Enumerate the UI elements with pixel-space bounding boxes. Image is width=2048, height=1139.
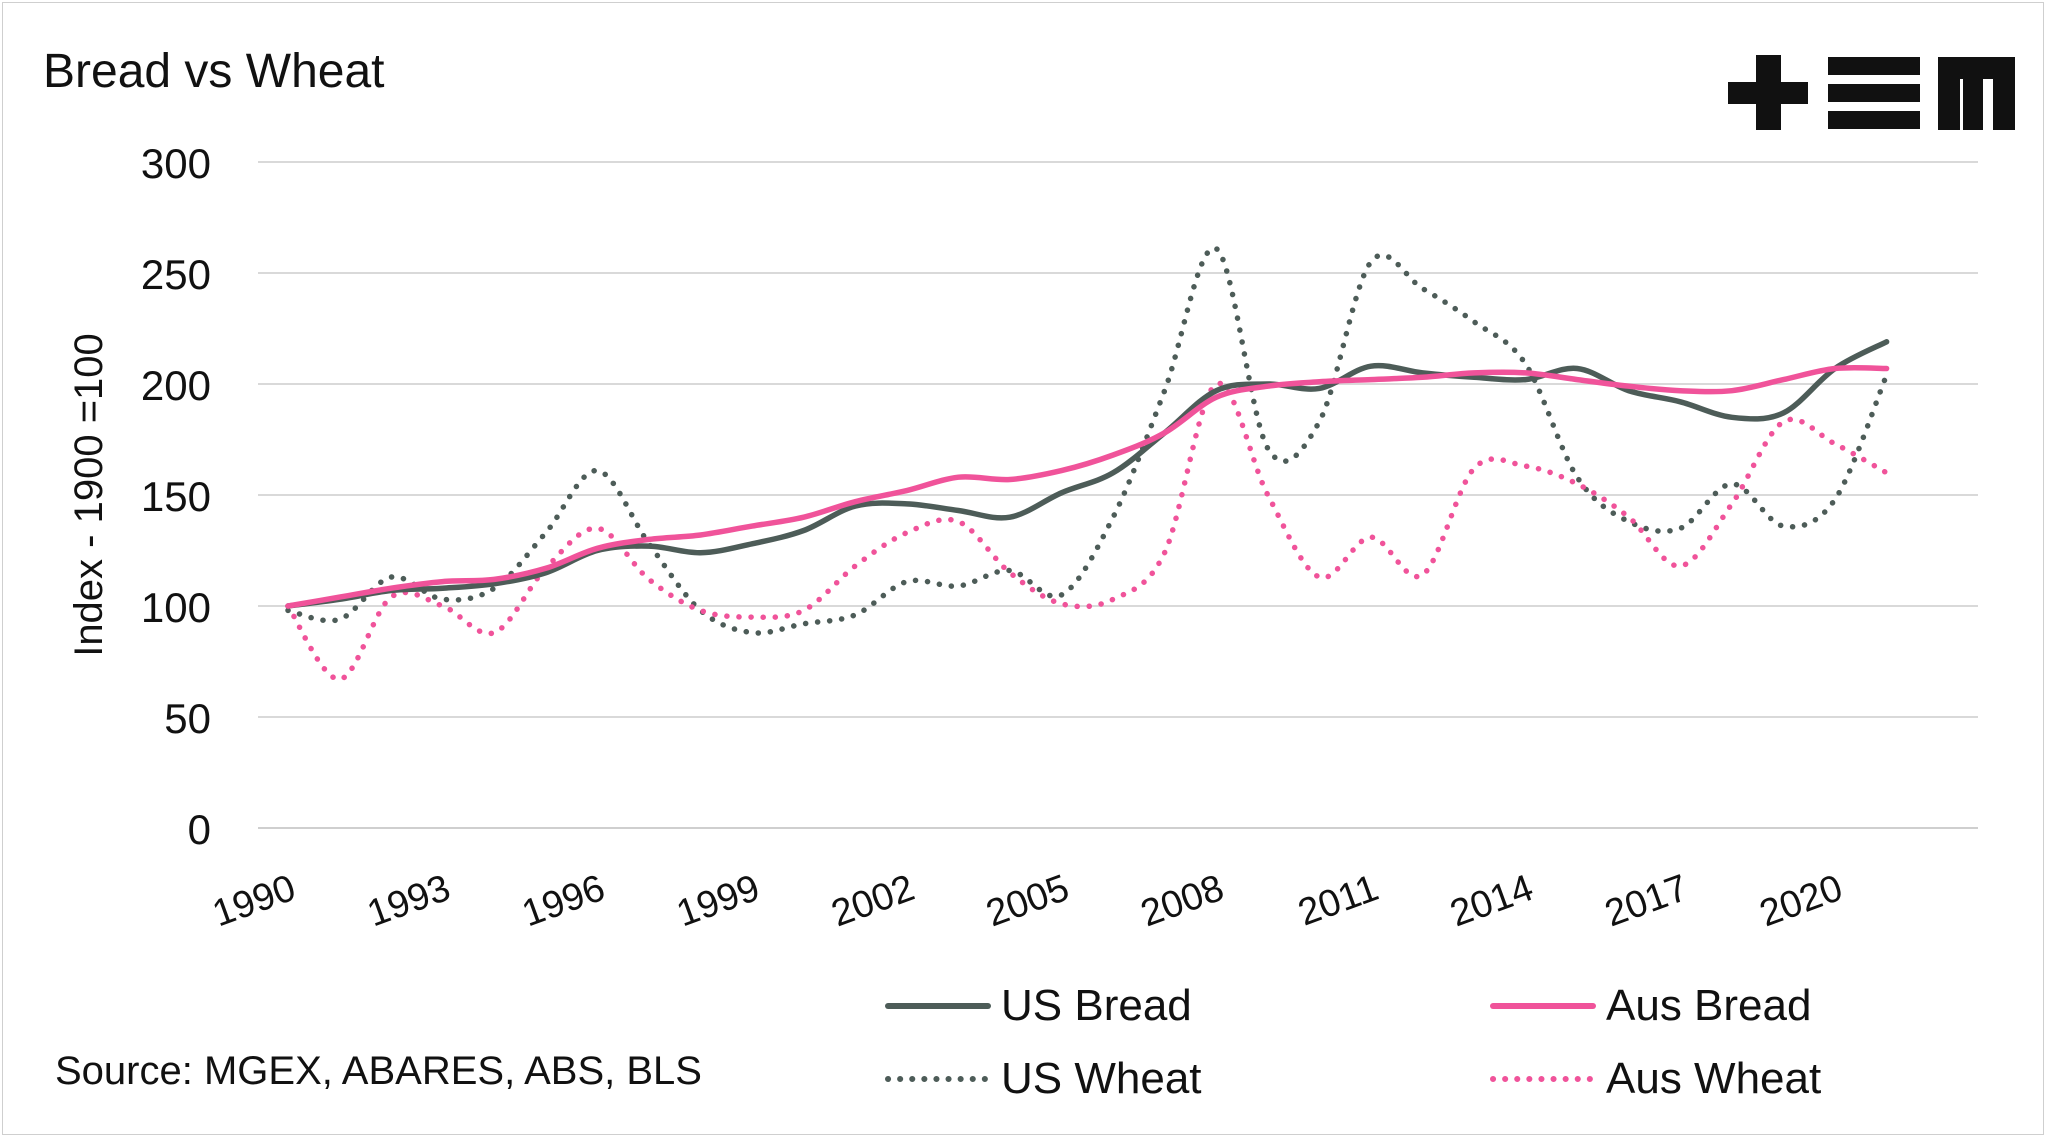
x-tick-label: 2005 bbox=[981, 867, 1075, 935]
y-tick-label: 100 bbox=[141, 584, 211, 631]
logo-plus-vertical bbox=[1756, 55, 1781, 130]
logo-e-bottom bbox=[1828, 111, 1920, 129]
bread-vs-wheat-chart: Bread vs Wheat 0 50 100 150 200 250 300 Index - … bbox=[43, 45, 2015, 1103]
x-tick-label: 1999 bbox=[671, 867, 765, 935]
x-tick-label: 2011 bbox=[1293, 867, 1384, 934]
source-note: Source: MGEX, ABARES, ABS, BLS bbox=[55, 1049, 702, 1093]
chart-title: Bread vs Wheat bbox=[43, 45, 384, 98]
x-tick-label: 2014 bbox=[1445, 867, 1539, 935]
x-tick-label: 2002 bbox=[826, 867, 920, 935]
tem-logo bbox=[1728, 55, 2015, 130]
us-wheat-line bbox=[285, 245, 1890, 636]
legend-label-aus-wheat: Aus Wheat bbox=[1606, 1054, 1821, 1103]
x-tick-label: 2008 bbox=[1135, 867, 1229, 935]
x-tick-label: 2020 bbox=[1754, 867, 1848, 935]
logo-e-middle bbox=[1828, 84, 1920, 102]
us-bread-line bbox=[285, 339, 1890, 609]
y-tick-label: 150 bbox=[141, 473, 211, 520]
y-tick-label: 0 bbox=[188, 806, 211, 853]
x-tick-label: 2017 bbox=[1600, 867, 1694, 935]
y-tick-label: 300 bbox=[141, 140, 211, 187]
y-tick-label: 50 bbox=[164, 695, 211, 742]
legend-label-us-bread: US Bread bbox=[1001, 981, 1192, 1030]
legend-label-aus-bread: Aus Bread bbox=[1606, 981, 1811, 1030]
legend-label-us-wheat: US Wheat bbox=[1001, 1054, 1202, 1103]
x-tick-label: 1996 bbox=[517, 867, 611, 935]
logo-m bbox=[1938, 57, 2015, 130]
y-axis-label: Index - 1900 =100 bbox=[67, 333, 111, 657]
x-tick-label: 1993 bbox=[362, 867, 456, 935]
logo-e-top bbox=[1828, 57, 1920, 75]
x-tick-label: 1990 bbox=[207, 867, 301, 935]
aus-bread-line bbox=[285, 364, 1890, 609]
y-tick-label: 250 bbox=[141, 251, 211, 298]
y-tick-label: 200 bbox=[141, 362, 211, 409]
